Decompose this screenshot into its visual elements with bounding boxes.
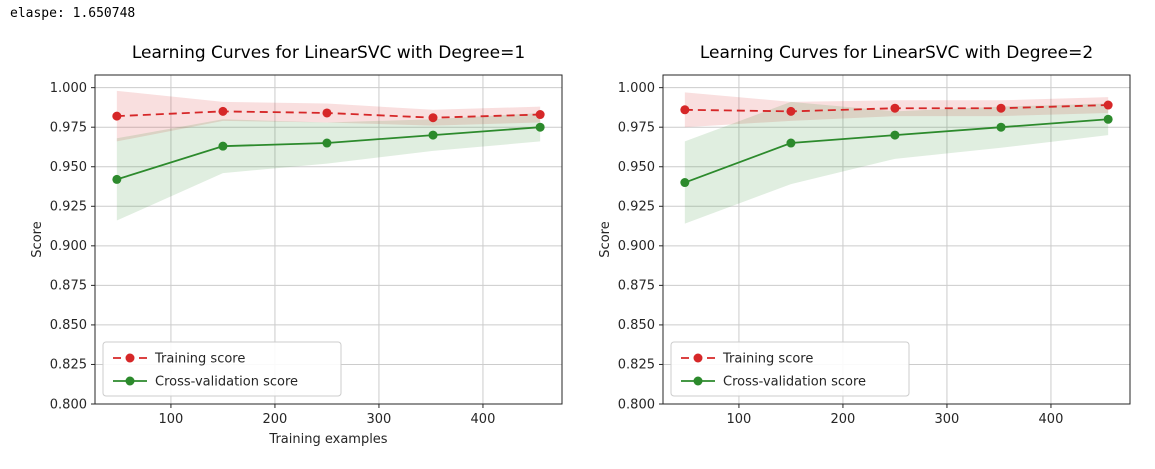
svg-text:0.950: 0.950 [618, 160, 655, 175]
training-point [680, 105, 690, 115]
svg-text:0.850: 0.850 [50, 318, 87, 333]
chart-canvas-degree-2: 0.800 0.825 0.850 0.875 0.900 0.925 0.950 0.975… [598, 43, 1131, 427]
training-point [535, 110, 545, 120]
svg-text:0.825: 0.825 [618, 358, 655, 373]
cv-point [1103, 114, 1113, 124]
cv-point [322, 138, 332, 148]
svg-text:0.800: 0.800 [618, 397, 655, 412]
cv-point [112, 174, 122, 184]
legend-training-label: Training score [154, 351, 245, 366]
svg-text:0.925: 0.925 [618, 200, 655, 215]
legend: Training score Cross-validation score [670, 341, 910, 397]
svg-text:0.950: 0.950 [50, 160, 87, 175]
cv-point [535, 122, 545, 132]
axis-ticks: 0.800 0.825 0.850 0.875 0.900 0.925 0.950 0.975… [50, 81, 496, 427]
svg-text:400: 400 [1039, 412, 1064, 427]
training-point [996, 103, 1006, 113]
svg-text:0.900: 0.900 [618, 239, 655, 254]
cv-band [116, 112, 541, 221]
svg-text:1.000: 1.000 [50, 81, 87, 96]
cv-point [890, 130, 900, 140]
elapse-time-text: elaspe: 1.650748 [10, 6, 136, 21]
svg-text:0.825: 0.825 [50, 358, 87, 373]
svg-text:0.850: 0.850 [618, 318, 655, 333]
training-point [112, 111, 122, 121]
svg-text:0.900: 0.900 [50, 239, 87, 254]
cv-point [786, 138, 796, 148]
training-point [1103, 100, 1113, 110]
plot-frame [94, 74, 563, 405]
svg-text:0.800: 0.800 [50, 397, 87, 412]
svg-text:300: 300 [367, 412, 392, 427]
svg-text:400: 400 [471, 412, 496, 427]
legend-training-label: Training score [722, 351, 813, 366]
cv-point [996, 122, 1006, 132]
x-axis-label: Training examples [268, 432, 387, 447]
training-point [322, 108, 332, 118]
chart-title: Learning Curves for LinearSVC with Degre… [132, 43, 525, 63]
plot-frame [662, 74, 1131, 405]
svg-text:100: 100 [727, 412, 752, 427]
training-point [218, 106, 228, 116]
cv-point [218, 141, 228, 151]
svg-text:1.000: 1.000 [618, 81, 655, 96]
learning-curve-chart-degree-1: 0.800 0.825 0.850 0.875 0.900 0.925 0.950 0.975… [25, 37, 570, 466]
svg-text:100: 100 [159, 412, 184, 427]
legend: Training score Cross-validation score [102, 341, 342, 397]
cv-point [428, 130, 438, 140]
svg-text:0.975: 0.975 [618, 120, 655, 135]
legend-cv-label: Cross-validation score [723, 374, 866, 389]
chart-title: Learning Curves for LinearSVC with Degre… [700, 43, 1093, 63]
axis-ticks: 0.800 0.825 0.850 0.875 0.900 0.925 0.950 0.975… [618, 81, 1064, 427]
cv-band [684, 101, 1109, 224]
training-point [428, 113, 438, 123]
cv-point [680, 178, 690, 188]
training-point [890, 103, 900, 113]
grid-lines [663, 75, 1130, 405]
chart-canvas-degree-1: 0.800 0.825 0.850 0.875 0.900 0.925 0.950 0.975… [30, 43, 563, 447]
learning-curve-chart-degree-2: 0.800 0.825 0.850 0.875 0.900 0.925 0.950 0.975… [593, 37, 1138, 466]
training-point [786, 106, 796, 116]
y-axis-label: Score [30, 221, 45, 257]
svg-text:0.925: 0.925 [50, 200, 87, 215]
legend-cv-label: Cross-validation score [155, 374, 298, 389]
y-axis-label: Score [598, 221, 613, 257]
svg-text:300: 300 [935, 412, 960, 427]
svg-text:0.975: 0.975 [50, 120, 87, 135]
svg-text:200: 200 [263, 412, 288, 427]
svg-text:0.875: 0.875 [618, 279, 655, 294]
svg-text:0.875: 0.875 [50, 279, 87, 294]
svg-text:200: 200 [831, 412, 856, 427]
